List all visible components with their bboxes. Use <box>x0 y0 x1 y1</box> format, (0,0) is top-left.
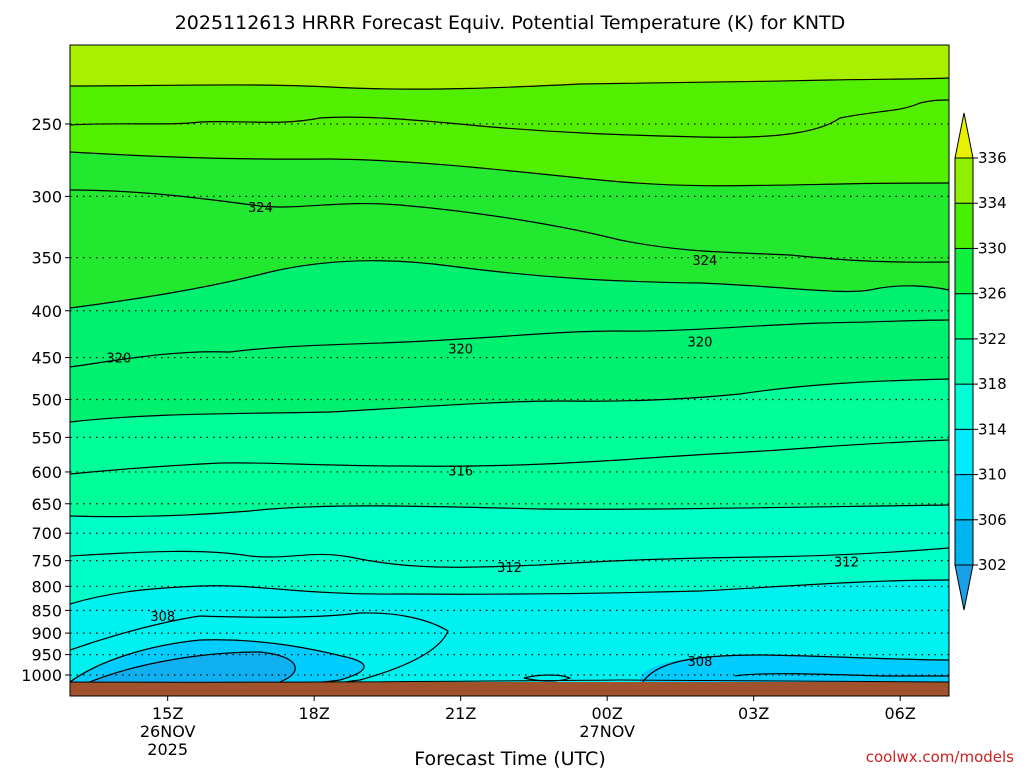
x-tick-sublabel: 26NOV <box>140 722 196 741</box>
colorbar-extend-high <box>954 112 974 159</box>
x-tick-label: 06Z <box>885 704 916 723</box>
y-tick-label: 900 <box>31 624 62 643</box>
colorbar-extend-low <box>954 564 974 611</box>
y-axis: 250 300 350 400 450 500 550 600 650 700 750 800 850 9… <box>21 115 70 685</box>
contour-line <box>70 439 949 475</box>
colorbar-swatch <box>954 474 974 521</box>
contour-label: 324 <box>692 254 717 269</box>
colorbar-label: 326 <box>978 285 1007 303</box>
colorbar-swatch <box>954 293 974 340</box>
contour-label: 312 <box>497 561 522 576</box>
y-tick-label: 750 <box>31 552 62 571</box>
contour-labels: 324 324 320 320 320 316 312 312 308 308 <box>106 201 859 670</box>
contour-label: 320 <box>688 335 713 350</box>
contour-line <box>70 547 949 568</box>
band-inner-cold <box>80 652 296 690</box>
contour-line <box>79 651 296 687</box>
x-tick-sublabel: 27NOV <box>579 722 635 741</box>
terrain-edge <box>70 679 949 683</box>
contour-label: 312 <box>834 556 859 571</box>
y-tick-label: 1000 <box>21 666 62 685</box>
contour-line <box>70 259 949 309</box>
contour-line <box>70 504 949 518</box>
colorbar-label: 306 <box>978 511 1007 529</box>
colorbar-label: 314 <box>978 420 1007 438</box>
contour-line <box>70 151 949 187</box>
y-tick-label: 950 <box>31 646 62 665</box>
colorbar: 302 306 310 314 318 322 326 330 334 336 <box>954 112 1007 611</box>
x-tick-label: 18Z <box>299 704 330 723</box>
colorbar-swatch <box>954 383 974 430</box>
colorbar-label: 334 <box>978 194 1007 212</box>
x-axis-title: Forecast Time (UTC) <box>414 748 605 768</box>
colorbar-label: 310 <box>978 466 1007 484</box>
y-tick-label: 300 <box>31 187 62 206</box>
colorbar-swatch <box>954 157 974 204</box>
y-tick-label: 650 <box>31 495 62 514</box>
contour-line <box>70 319 949 368</box>
credit-text: coolwx.com/models <box>866 748 1014 766</box>
plot-area <box>70 45 949 696</box>
contour-label: 324 <box>248 201 273 216</box>
x-tick-label: 15Z <box>152 704 183 723</box>
contour-label: 316 <box>448 465 473 480</box>
colorbar-swatch <box>954 428 974 476</box>
colorbar-swatch <box>954 247 974 295</box>
contour-label: 320 <box>106 352 131 367</box>
x-tick-label: 00Z <box>592 704 623 723</box>
contour-line <box>70 378 949 423</box>
contour-line <box>70 99 949 138</box>
plot-frame <box>69 44 950 697</box>
colorbar-label: 322 <box>978 330 1007 348</box>
contour-line <box>70 612 449 689</box>
y-tick-label: 600 <box>31 463 62 482</box>
contour-label: 308 <box>150 610 175 625</box>
colorbar-label: 318 <box>978 375 1007 393</box>
y-tick-label: 550 <box>31 428 62 447</box>
colorbar-swatch <box>954 202 974 249</box>
y-tick-label: 400 <box>31 302 62 321</box>
contour-line <box>70 189 949 263</box>
contour-label: 320 <box>448 343 473 358</box>
y-tick-label: 450 <box>31 349 62 368</box>
y-tick-label: 250 <box>31 115 62 134</box>
colorbar-label: 330 <box>978 239 1007 257</box>
contour-label: 308 <box>688 655 713 670</box>
y-tick-label: 350 <box>31 249 62 268</box>
y-tick-label: 850 <box>31 601 62 620</box>
colorbar-label: 302 <box>978 556 1007 574</box>
chart-title: 2025112613 HRRR Forecast Equiv. Potentia… <box>175 12 846 34</box>
x-tick-label: 21Z <box>445 704 476 723</box>
contour-line <box>734 673 949 677</box>
y-tick-label: 500 <box>31 390 62 409</box>
contour-line <box>70 77 949 90</box>
x-tick-sublabel: 2025 <box>147 740 188 759</box>
y-tick-label: 700 <box>31 524 62 543</box>
colorbar-swatch <box>954 519 974 566</box>
colorbar-swatch <box>954 338 974 385</box>
colorbar-label: 336 <box>978 149 1007 167</box>
y-tick-label: 800 <box>31 577 62 596</box>
terrain-fill <box>70 682 949 696</box>
x-tick-label: 03Z <box>738 704 769 723</box>
